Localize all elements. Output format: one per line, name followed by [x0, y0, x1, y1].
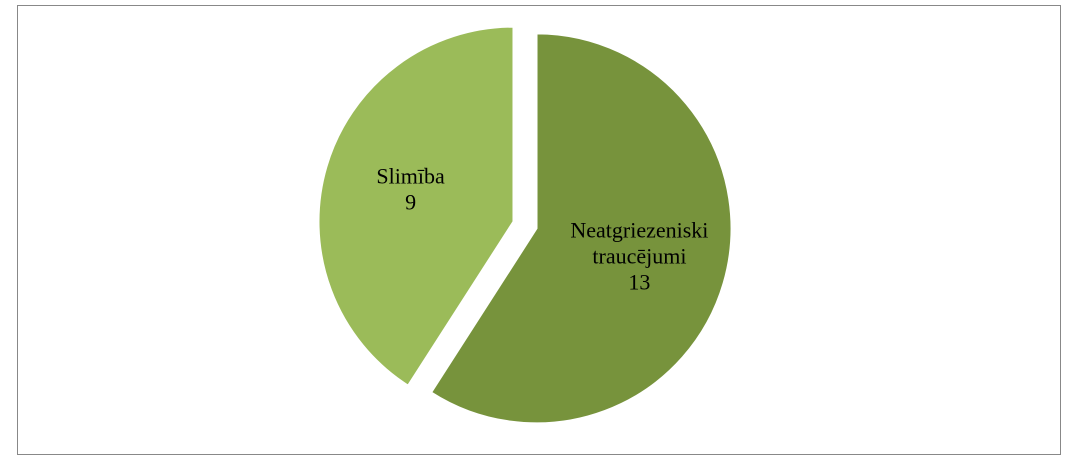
slice-label-line: Neatgriezeniski — [570, 218, 708, 243]
slice-label-line: Slimība — [376, 163, 445, 188]
slice-value: 9 — [405, 189, 416, 214]
pie-slice — [317, 25, 515, 388]
slice-label: Slimība — [376, 163, 445, 188]
pie-slice — [429, 32, 733, 425]
slice-label-line: traucējumi — [592, 244, 686, 269]
slice-label: Neatgriezeniski traucējumi — [570, 218, 708, 269]
slice-value: 13 — [628, 270, 650, 295]
